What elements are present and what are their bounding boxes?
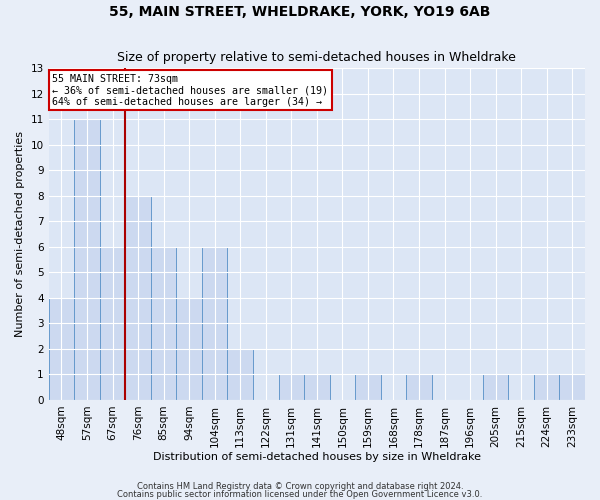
Bar [278,374,304,400]
Bar [227,349,253,400]
Y-axis label: Number of semi-detached properties: Number of semi-detached properties [15,131,25,337]
Bar [49,298,74,400]
Bar [534,374,559,400]
Bar [406,374,432,400]
Bar [100,247,125,400]
Bar [151,247,176,400]
Text: Contains public sector information licensed under the Open Government Licence v3: Contains public sector information licen… [118,490,482,499]
Bar [202,247,227,400]
Bar [483,374,508,400]
Bar [125,196,151,400]
Bar [176,298,202,400]
Title: Size of property relative to semi-detached houses in Wheldrake: Size of property relative to semi-detach… [118,52,516,64]
Bar [304,374,329,400]
Text: Contains HM Land Registry data © Crown copyright and database right 2024.: Contains HM Land Registry data © Crown c… [137,482,463,491]
X-axis label: Distribution of semi-detached houses by size in Wheldrake: Distribution of semi-detached houses by … [153,452,481,462]
Bar [559,374,585,400]
Bar [74,120,100,400]
Text: 55, MAIN STREET, WHELDRAKE, YORK, YO19 6AB: 55, MAIN STREET, WHELDRAKE, YORK, YO19 6… [109,5,491,19]
Text: 55 MAIN STREET: 73sqm
← 36% of semi-detached houses are smaller (19)
64% of semi: 55 MAIN STREET: 73sqm ← 36% of semi-deta… [52,74,328,106]
Bar [355,374,380,400]
